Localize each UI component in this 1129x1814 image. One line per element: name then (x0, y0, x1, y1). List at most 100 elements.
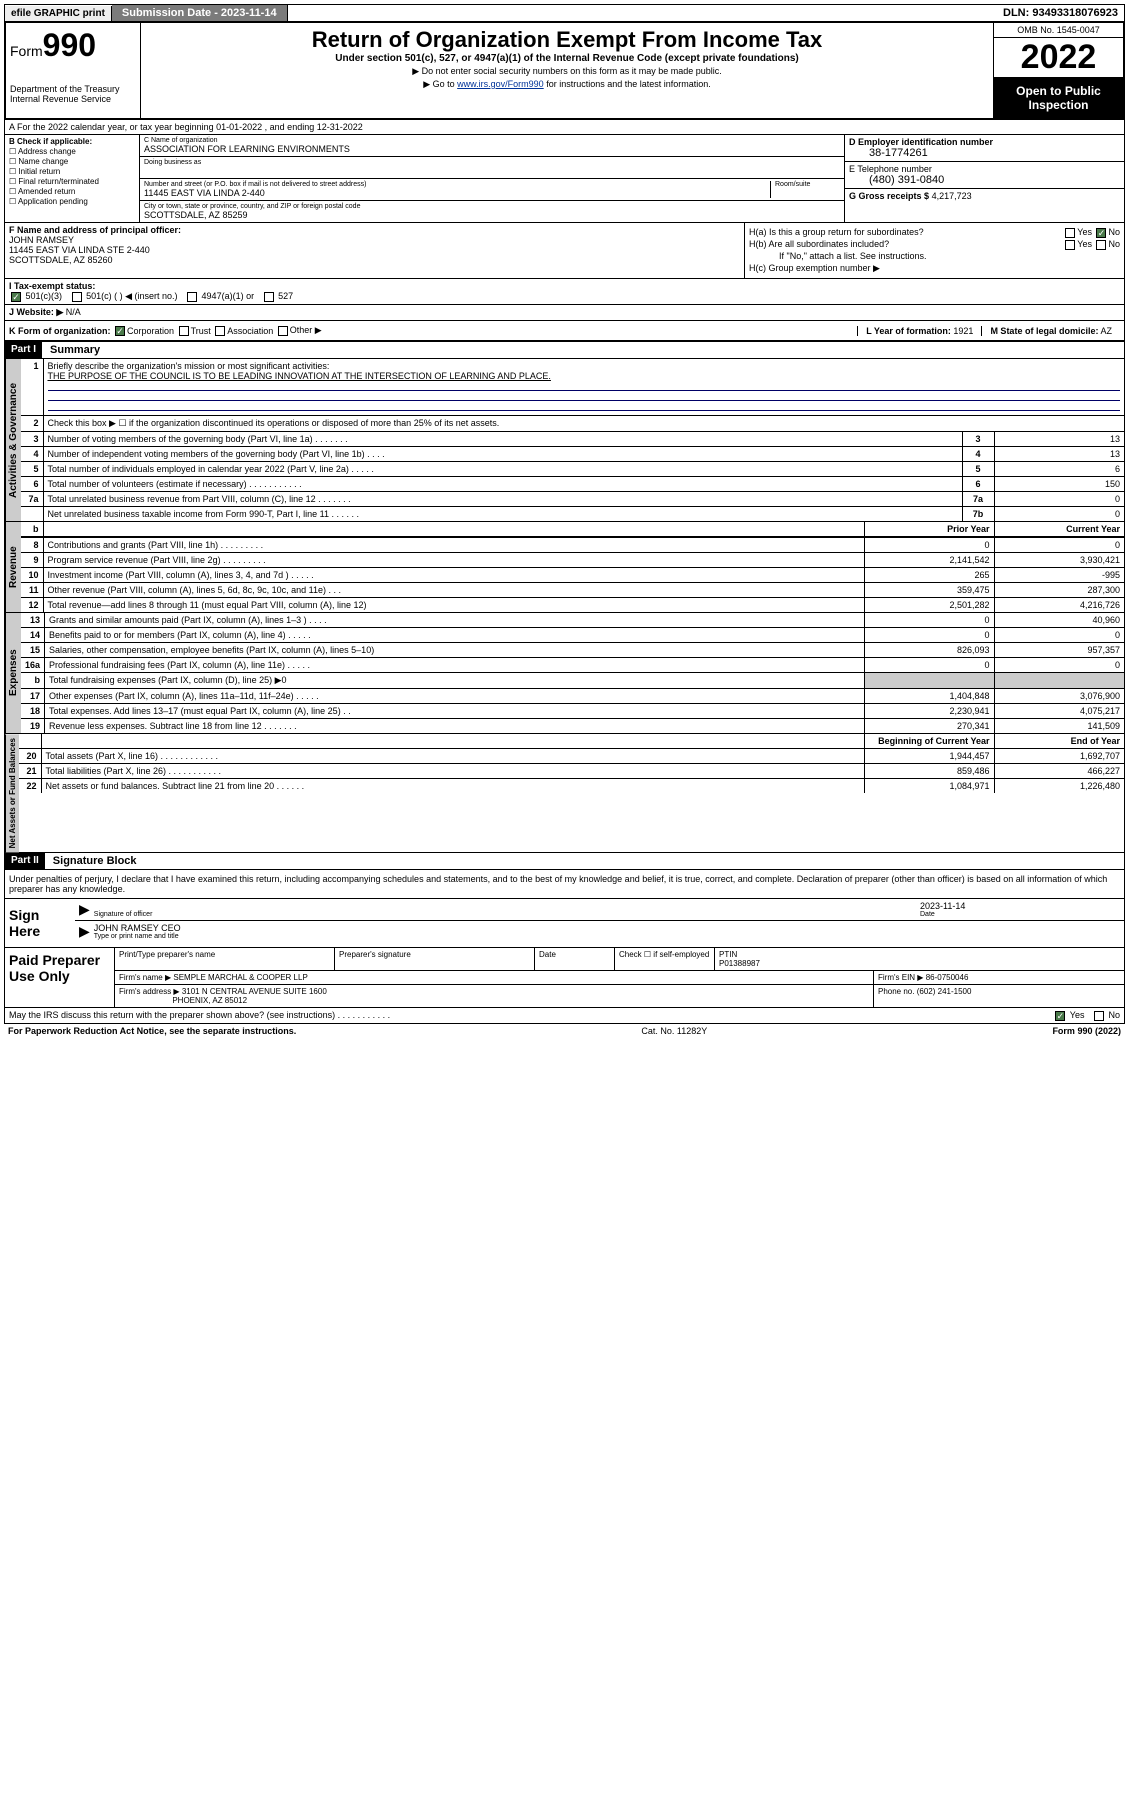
hb-no[interactable] (1096, 240, 1106, 250)
row-j-website: J Website: ▶ N/A (4, 305, 1125, 321)
cb-501c3[interactable] (11, 292, 21, 302)
col-b-checkboxes: B Check if applicable: ☐ Address change … (5, 135, 140, 222)
signature-block: Under penalties of perjury, I declare th… (4, 870, 1125, 1008)
ha-no[interactable] (1096, 228, 1106, 238)
form-note1: ▶ Do not enter social security numbers o… (145, 66, 989, 77)
domicile-value: AZ (1100, 326, 1112, 336)
year-formation-label: L Year of formation: (866, 326, 951, 336)
cb-trust[interactable] (179, 326, 189, 336)
exp-row: 14Benefits paid to or for members (Part … (21, 628, 1124, 643)
arrow-icon: ▶ (79, 923, 90, 940)
side-netassets: Net Assets or Fund Balances (5, 734, 19, 852)
col-de: D Employer identification number 38-1774… (844, 135, 1124, 222)
col-c-org: C Name of organization ASSOCIATION FOR L… (140, 135, 844, 222)
net-row: 20Total assets (Part X, line 16) . . . .… (19, 749, 1124, 764)
hb-note: If "No," attach a list. See instructions… (749, 251, 1120, 261)
firm-addr-label: Firm's address ▶ (119, 987, 180, 996)
form-note2: ▶ Go to www.irs.gov/Form990 for instruct… (145, 79, 989, 90)
exp-row: 17Other expenses (Part IX, column (A), l… (21, 689, 1124, 704)
netassets-section: Net Assets or Fund Balances Beginning of… (4, 734, 1125, 853)
side-revenue: Revenue (5, 522, 21, 612)
col-f-officer: F Name and address of principal officer:… (5, 223, 744, 278)
phone-value: (480) 391-0840 (849, 174, 1120, 186)
firm-name-label: Firm's name ▶ (119, 973, 171, 982)
ein-label: D Employer identification number (849, 137, 993, 147)
form-prefix: Form (10, 43, 43, 59)
cb-final-return[interactable]: ☐ Final return/terminated (9, 177, 135, 186)
addr-label: Number and street (or P.O. box if mail i… (144, 181, 770, 188)
cb-address-change[interactable]: ☐ Address change (9, 147, 135, 156)
phone-label: E Telephone number (849, 164, 1120, 174)
discuss-text: May the IRS discuss this return with the… (9, 1010, 390, 1021)
expenses-section: Expenses 13Grants and similar amounts pa… (4, 613, 1125, 734)
cb-4947[interactable] (187, 292, 197, 302)
governance-section: Activities & Governance 1 Briefly descri… (4, 359, 1125, 522)
ein-value: 38-1774261 (849, 147, 1120, 159)
bottom-line: For Paperwork Reduction Act Notice, see … (4, 1024, 1125, 1038)
col-h-group: H(a) Is this a group return for subordin… (744, 223, 1124, 278)
firm-addr2: PHOENIX, AZ 85012 (172, 996, 247, 1005)
ptin-value: P01388987 (719, 959, 760, 968)
domicile-label: M State of legal domicile: (990, 326, 1098, 336)
inspection-label: Open to Public Inspection (994, 78, 1123, 118)
ha-yes[interactable] (1065, 228, 1075, 238)
cb-other[interactable] (278, 326, 288, 336)
cb-name-change[interactable]: ☐ Name change (9, 157, 135, 166)
q2-label: Check this box ▶ ☐ if the organization d… (43, 416, 1124, 432)
top-bar: efile GRAPHIC print Submission Date - 20… (4, 4, 1125, 22)
org-city: SCOTTSDALE, AZ 85259 (144, 210, 840, 220)
cb-amended[interactable]: ☐ Amended return (9, 187, 135, 196)
rev-row: 11Other revenue (Part VIII, column (A), … (21, 583, 1124, 598)
prep-date-header: Date (535, 948, 615, 970)
efile-button[interactable]: efile GRAPHIC print (5, 6, 112, 21)
note2-post: for instructions and the latest informat… (544, 79, 711, 89)
cb-app-pending[interactable]: ☐ Application pending (9, 197, 135, 206)
dept-label: Department of the Treasury Internal Reve… (10, 84, 136, 104)
exp-row: 18Total expenses. Add lines 13–17 (must … (21, 704, 1124, 719)
officer-label: F Name and address of principal officer: (9, 225, 181, 235)
dln-number: DLN: 93493318076923 (997, 5, 1124, 21)
cb-527[interactable] (264, 292, 274, 302)
net-row: 22Net assets or fund balances. Subtract … (19, 779, 1124, 794)
gross-value: 4,217,723 (932, 191, 972, 201)
gov-row: Net unrelated business taxable income fr… (21, 507, 1124, 522)
ha-label: H(a) Is this a group return for subordin… (749, 227, 924, 237)
form-title: Return of Organization Exempt From Incom… (145, 27, 989, 53)
cb-corp[interactable] (115, 326, 125, 336)
preparer-label: Paid Preparer Use Only (5, 948, 115, 1007)
cb-initial-return[interactable]: ☐ Initial return (9, 167, 135, 176)
part1-header: Part I (5, 342, 42, 358)
prep-sig-header: Preparer's signature (335, 948, 535, 970)
side-expenses: Expenses (5, 613, 21, 733)
sig-date-label: Date (920, 911, 1120, 918)
hb-yes[interactable] (1065, 240, 1075, 250)
row-kl: K Form of organization: Corporation Trus… (4, 321, 1125, 341)
cat-number: Cat. No. 11282Y (641, 1026, 707, 1036)
gov-row: 6Total number of volunteers (estimate if… (21, 477, 1124, 492)
cb-assoc[interactable] (215, 326, 225, 336)
discuss-yes[interactable] (1055, 1011, 1065, 1021)
q1-answer: THE PURPOSE OF THE COUNCIL IS TO BE LEAD… (48, 371, 551, 381)
exp-row: 15Salaries, other compensation, employee… (21, 643, 1124, 658)
gov-row: 7aTotal unrelated business revenue from … (21, 492, 1124, 507)
form-header: Form990 Department of the Treasury Inter… (4, 22, 1125, 120)
side-governance: Activities & Governance (5, 359, 21, 521)
dba-label: Doing business as (144, 159, 840, 166)
officer-name: JOHN RAMSEY (9, 235, 74, 245)
year-formation: 1921 (953, 326, 973, 336)
form-label: Form990 (10, 27, 136, 64)
beg-year-header: Beginning of Current Year (864, 734, 994, 749)
rev-row: 9Program service revenue (Part VIII, lin… (21, 553, 1124, 568)
firm-name: SEMPLE MARCHAL & COOPER LLP (173, 973, 307, 982)
tax-year: 2022 (994, 38, 1123, 78)
hc-label: H(c) Group exemption number ▶ (749, 263, 1120, 274)
exp-row: 16aProfessional fundraising fees (Part I… (21, 658, 1124, 673)
discuss-no[interactable] (1094, 1011, 1104, 1021)
discuss-row: May the IRS discuss this return with the… (4, 1008, 1125, 1024)
org-name-label: C Name of organization (144, 137, 840, 144)
sig-officer-label: Signature of officer (94, 911, 920, 918)
instructions-link[interactable]: www.irs.gov/Form990 (457, 79, 544, 89)
rev-row: 10Investment income (Part VIII, column (… (21, 568, 1124, 583)
cb-501c[interactable] (72, 292, 82, 302)
room-label: Room/suite (775, 181, 840, 188)
